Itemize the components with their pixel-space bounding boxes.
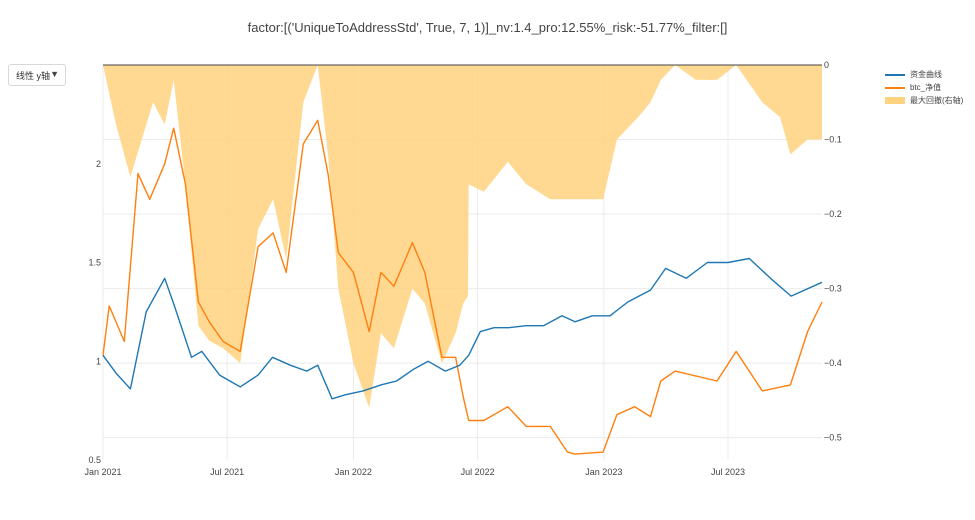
dropdown-label: 线性 y轴 <box>16 70 51 81</box>
y-left-tick-label: 1 <box>96 356 101 366</box>
btc-nav-line <box>102 119 823 455</box>
drawdown-area <box>103 65 822 408</box>
y-axis-scale-dropdown[interactable]: 线性 y轴 ▼ <box>8 64 66 86</box>
chevron-down-icon: ▼ <box>50 69 59 79</box>
legend: 资金曲线 btc_净值 最大回撤(右轴) <box>885 68 963 107</box>
legend-label-equity: 资金曲线 <box>910 70 942 79</box>
legend-item-btc[interactable]: btc_净值 <box>885 81 963 94</box>
legend-label-btc: btc_净值 <box>910 83 942 92</box>
legend-label-drawdown: 最大回撤(右轴) <box>910 96 964 105</box>
x-tick-label: Jan 2022 <box>335 467 372 477</box>
x-tick-label: Jul 2022 <box>461 467 495 477</box>
legend-swatch-equity <box>885 73 905 76</box>
y-right-tick-label: −0.2 <box>824 209 842 219</box>
y-right-tick-label: −0.4 <box>824 358 842 368</box>
legend-swatch-drawdown <box>885 97 905 104</box>
x-tick-label: Jan 2023 <box>585 467 622 477</box>
legend-swatch-btc <box>885 86 905 89</box>
x-tick-label: Jul 2023 <box>711 467 745 477</box>
y-left-tick-label: 2 <box>96 159 101 169</box>
y-right-tick-label: −0.5 <box>824 433 842 443</box>
y-left-tick-label: 0.5 <box>88 455 101 465</box>
chart-title: factor:[('UniqueToAddressStd', True, 7, … <box>247 20 728 35</box>
legend-item-equity[interactable]: 资金曲线 <box>885 68 963 81</box>
y-right-tick-label: −0.1 <box>824 135 842 145</box>
equity-curve-line <box>102 257 823 400</box>
y-right-tick-label: 0 <box>824 60 829 70</box>
y-left-tick-label: 1.5 <box>88 258 101 268</box>
x-tick-label: Jul 2021 <box>210 467 244 477</box>
y-right-tick-label: −0.3 <box>824 284 842 294</box>
x-tick-label: Jan 2021 <box>84 467 121 477</box>
legend-item-drawdown[interactable]: 最大回撤(右轴) <box>885 94 963 107</box>
